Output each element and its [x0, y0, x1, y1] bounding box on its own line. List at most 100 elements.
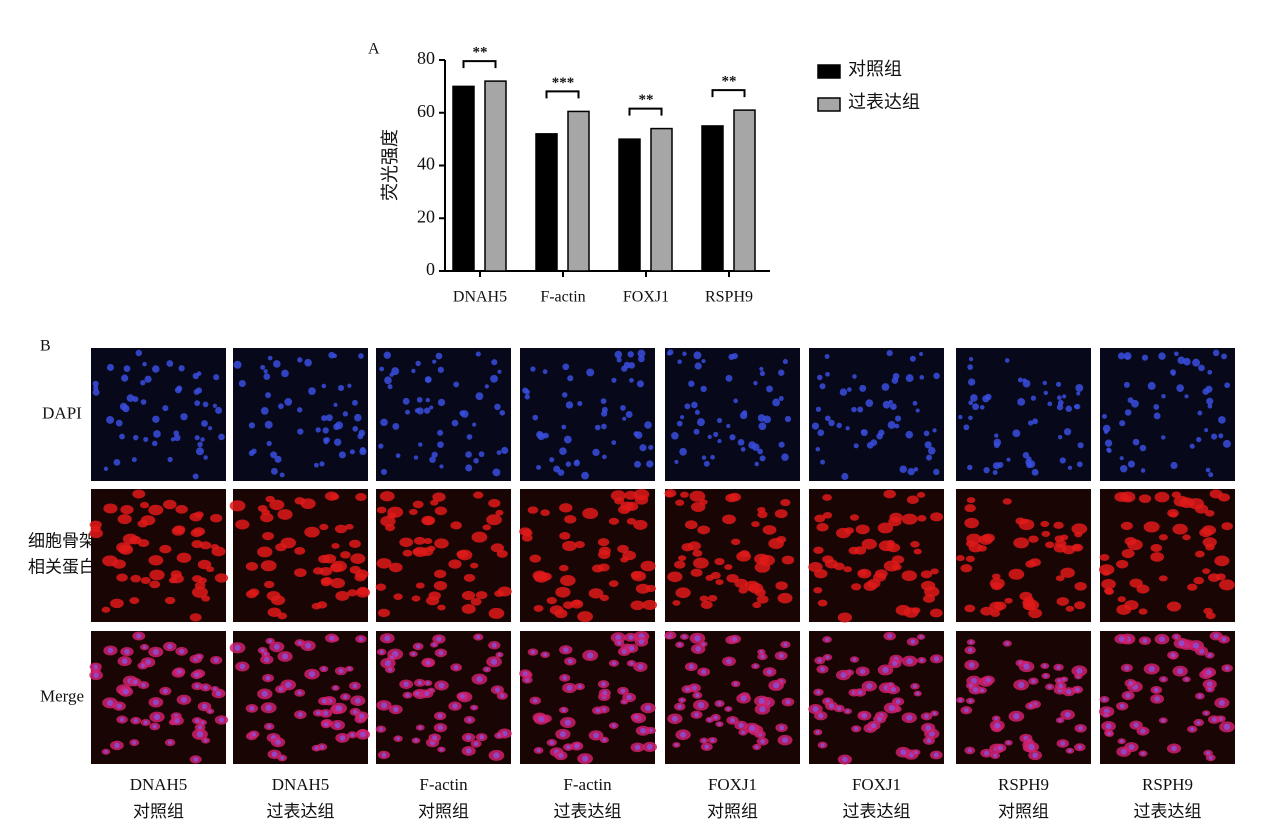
nucleus — [490, 658, 498, 665]
nucleus — [1101, 413, 1107, 419]
nucleus — [1218, 699, 1225, 706]
nucleus — [140, 380, 146, 386]
nucleus — [825, 655, 830, 660]
nucleus — [859, 384, 867, 392]
cell — [822, 494, 832, 501]
cell — [402, 549, 413, 557]
nucleus — [782, 359, 788, 365]
micrograph-background — [520, 348, 655, 481]
cell — [101, 606, 111, 613]
cell — [1182, 534, 1191, 541]
nucleus — [423, 407, 431, 414]
nucleus — [890, 686, 897, 693]
cell — [1202, 568, 1211, 574]
cell — [965, 555, 975, 563]
nucleus — [1058, 683, 1064, 689]
bar — [650, 127, 673, 272]
nucleus — [338, 451, 346, 459]
nucleus — [106, 415, 115, 424]
nucleus — [932, 428, 937, 433]
cell — [190, 528, 203, 538]
nucleus — [967, 464, 973, 471]
nucleus — [418, 442, 423, 447]
cell — [235, 519, 250, 530]
nucleus — [919, 658, 924, 663]
y-tick-label: 80 — [417, 48, 435, 68]
nucleus — [958, 414, 963, 420]
micrograph-background — [809, 631, 944, 764]
cell — [347, 589, 358, 597]
nucleus — [716, 417, 723, 424]
nucleus — [1205, 467, 1211, 473]
significance-label: ** — [639, 92, 654, 108]
nucleus — [811, 422, 820, 430]
nucleus — [851, 406, 857, 413]
nucleus — [383, 351, 391, 359]
significance-bracket — [462, 60, 497, 69]
micrograph — [229, 631, 371, 764]
cell — [559, 503, 573, 513]
nucleus — [1047, 684, 1052, 689]
significance-bracket — [711, 89, 746, 98]
nucleus — [1196, 720, 1201, 725]
nucleus — [701, 359, 706, 364]
nucleus — [997, 461, 1004, 468]
nucleus — [1056, 403, 1064, 411]
cell — [964, 604, 976, 613]
column-protein: RSPH9 — [1142, 775, 1193, 794]
x-tick-label: FOXJ1 — [623, 289, 669, 306]
nucleus — [628, 362, 636, 369]
cell — [1101, 579, 1116, 590]
nucleus — [968, 400, 974, 406]
nucleus — [106, 363, 114, 371]
nucleus — [828, 703, 835, 709]
cell — [822, 512, 833, 519]
nucleus — [133, 718, 138, 723]
bar — [567, 110, 590, 272]
nucleus — [561, 708, 566, 712]
cell — [482, 524, 492, 531]
nucleus — [638, 639, 645, 645]
nucleus — [594, 424, 601, 431]
nucleus — [993, 438, 1002, 447]
cell — [469, 562, 479, 569]
nucleus — [1158, 352, 1166, 360]
cell — [1150, 543, 1163, 552]
nucleus — [297, 690, 302, 696]
nucleus — [717, 701, 722, 706]
micrograph — [229, 489, 371, 622]
cell — [608, 580, 619, 587]
nucleus — [1174, 351, 1179, 357]
nucleus — [968, 356, 974, 362]
nucleus — [319, 461, 325, 467]
nucleus — [378, 727, 383, 732]
nucleus — [1140, 728, 1146, 734]
nucleus — [994, 433, 999, 438]
nucleus — [634, 460, 641, 468]
nucleus — [1004, 358, 1010, 363]
cell — [1167, 509, 1179, 518]
nucleus — [753, 380, 758, 386]
nucleus — [968, 415, 973, 421]
nucleus — [1063, 428, 1072, 436]
nucleus — [275, 739, 281, 746]
nucleus — [321, 383, 327, 389]
nucleus — [1205, 385, 1213, 393]
nucleus — [323, 710, 329, 716]
cell — [527, 506, 539, 514]
nucleus — [1171, 745, 1177, 752]
nucleus — [967, 647, 973, 653]
nucleus — [677, 642, 682, 647]
nucleus — [702, 738, 706, 743]
cell — [837, 612, 852, 623]
nucleus — [359, 447, 367, 456]
nucleus — [886, 349, 893, 357]
nucleus — [967, 364, 974, 370]
bar — [733, 109, 756, 272]
nucleus — [749, 725, 756, 732]
nucleus — [726, 658, 732, 665]
nucleus — [671, 431, 679, 440]
legend-swatch — [817, 97, 841, 112]
nucleus — [195, 447, 204, 456]
column-group: 对照组 — [707, 802, 758, 821]
